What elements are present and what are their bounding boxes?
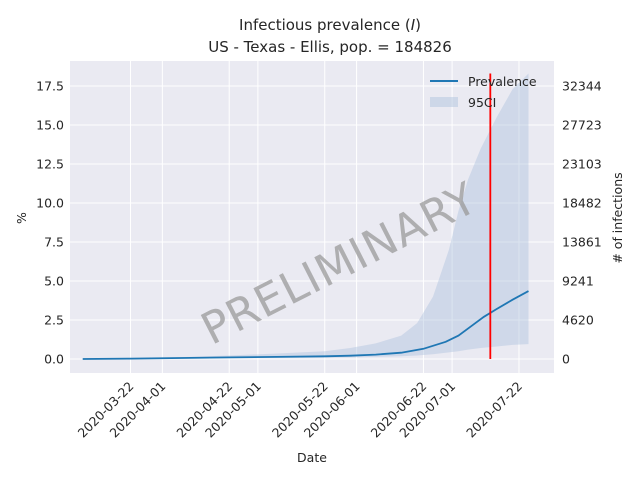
grid bbox=[70, 61, 554, 373]
left-y-tick-label: 17.5 bbox=[36, 78, 64, 93]
left-y-tick-label: 7.5 bbox=[44, 234, 64, 249]
chart-title-line1: Infectious prevalence (I) bbox=[239, 16, 421, 34]
right-y-tick-label: 0 bbox=[562, 351, 570, 366]
left-y-axis-label: % bbox=[14, 212, 29, 224]
right-y-tick-label: 32344 bbox=[562, 78, 602, 93]
left-y-tick-label: 0.0 bbox=[44, 351, 64, 366]
x-tick-label: 2020-07-22 bbox=[463, 379, 525, 441]
right-y-tick-label: 4620 bbox=[562, 312, 594, 327]
left-y-tick-label: 5.0 bbox=[44, 273, 64, 288]
left-y-tick-label: 2.5 bbox=[44, 312, 64, 327]
x-axis-label: Date bbox=[297, 450, 327, 465]
right-y-axis: 0 4620 9241 13861 18482 23103 27723 32344 bbox=[562, 78, 602, 366]
ci-band-layer bbox=[82, 73, 529, 359]
ci-band bbox=[82, 73, 529, 359]
title-prefix: Infectious prevalence ( bbox=[239, 16, 411, 34]
title-suffix: ) bbox=[415, 16, 421, 34]
plot-area bbox=[70, 61, 554, 373]
left-y-axis: 0.0 2.5 5.0 7.5 10.0 12.5 15.0 17.5 bbox=[36, 78, 64, 366]
legend-prevalence-label: Prevalence bbox=[468, 74, 537, 89]
right-y-tick-label: 23103 bbox=[562, 156, 602, 171]
title-variable: I bbox=[411, 16, 416, 34]
right-y-tick-label: 18482 bbox=[562, 195, 602, 210]
right-y-tick-label: 9241 bbox=[562, 273, 594, 288]
prevalence-line bbox=[82, 290, 529, 360]
chart-title-line2: US - Texas - Ellis, pop. = 184826 bbox=[208, 38, 452, 56]
legend: Prevalence 95CI bbox=[430, 74, 537, 110]
right-y-tick-label: 13861 bbox=[562, 234, 602, 249]
right-y-axis-label: # of infections bbox=[610, 172, 625, 263]
left-y-tick-label: 10.0 bbox=[36, 195, 64, 210]
legend-ci-swatch bbox=[430, 97, 458, 107]
prevalence-line-layer bbox=[82, 290, 529, 360]
right-y-tick-label: 27723 bbox=[562, 117, 602, 132]
left-y-tick-label: 12.5 bbox=[36, 156, 64, 171]
left-y-tick-label: 15.0 bbox=[36, 117, 64, 132]
legend-ci-label: 95CI bbox=[468, 95, 496, 110]
